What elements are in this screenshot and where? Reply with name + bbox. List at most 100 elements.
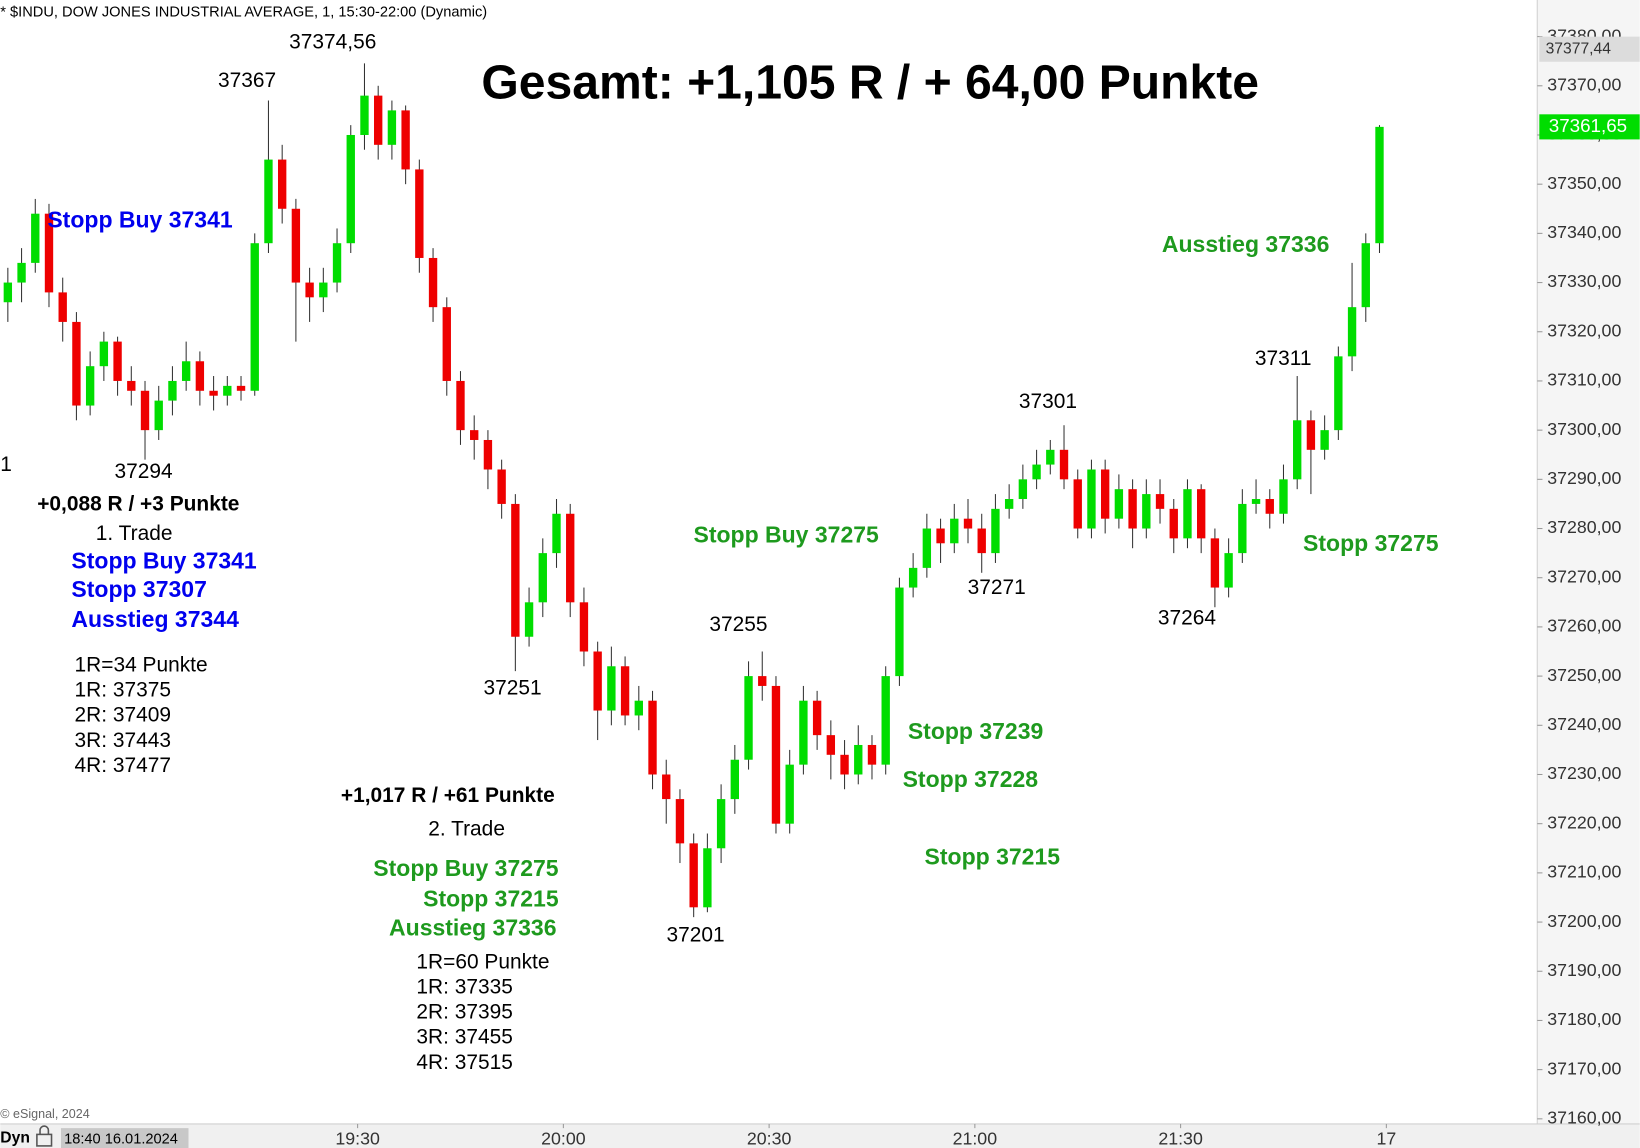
candle-body (1018, 479, 1028, 500)
candle-body (1197, 489, 1206, 539)
annotation: 37374,56 (289, 30, 376, 53)
candle-body (497, 469, 506, 504)
candle-body (415, 169, 424, 258)
lock-body (36, 1133, 53, 1147)
candle-body (223, 385, 232, 396)
candle-body (593, 651, 602, 711)
candle-body (950, 518, 959, 544)
annotation: Stopp Buy 37341 (47, 207, 233, 233)
candle-body (758, 676, 767, 686)
candle-body (908, 567, 918, 588)
annotation: 37311 (1255, 347, 1312, 370)
y-tick-label: 37160,00 (1547, 1108, 1621, 1128)
candle-body (346, 134, 355, 244)
candle-body (1293, 420, 1302, 480)
candle-body (168, 380, 177, 401)
candle-body (332, 243, 342, 283)
annotation: Stopp Buy 37275 (693, 521, 879, 547)
candle-body (154, 400, 163, 431)
candle-body (456, 380, 465, 431)
candle-body (895, 587, 904, 677)
y-tick-label: 37270,00 (1547, 566, 1621, 586)
lock-icon[interactable] (36, 1125, 53, 1147)
x-tick-label: 21:30 (1158, 1128, 1203, 1148)
candle-body (566, 513, 575, 603)
x-tick-label: 21:00 (953, 1128, 998, 1148)
y-tick-label: 37210,00 (1547, 862, 1621, 882)
annotation: 2R: 37395 (416, 1001, 512, 1024)
candle-body (401, 110, 410, 170)
annotation: +1,017 R / +61 Punkte (341, 784, 555, 807)
candle-body (17, 262, 26, 283)
annotation: 1R: 37335 (416, 976, 512, 999)
candle-body (44, 213, 54, 293)
candle-body (1100, 469, 1110, 519)
annotation: 1 (0, 453, 12, 476)
annotation: 1R=34 Punkte (75, 654, 208, 677)
price-marker-label: 37377,44 (1546, 40, 1612, 57)
candle-body (1169, 508, 1178, 539)
annotation: 2. Trade (428, 818, 505, 841)
annotation: Stopp Buy 37275 (373, 855, 559, 881)
candle-body (634, 700, 643, 716)
annotation: Stopp 37215 (423, 885, 559, 911)
candle-body (799, 700, 808, 765)
candle-body (31, 213, 40, 263)
candle-body (716, 799, 726, 849)
annotation: 37301 (1019, 390, 1077, 413)
candle-body (977, 528, 986, 554)
candle-body (1251, 499, 1261, 504)
candle-body (195, 361, 205, 391)
y-tick-label: 37320,00 (1547, 320, 1621, 340)
candle-body (72, 321, 81, 406)
candle-body (1210, 538, 1220, 588)
annotation: 2R: 37409 (75, 704, 171, 727)
candle-body (579, 602, 589, 652)
candle-body (319, 282, 328, 298)
annotation: 1R=60 Punkte (416, 950, 549, 973)
time-axis-panel (0, 1123, 1640, 1148)
candle-body (675, 799, 685, 844)
candle-body (483, 439, 493, 470)
y-tick-label: 37220,00 (1547, 812, 1621, 832)
candle-body (1114, 489, 1124, 519)
y-tick-label: 37180,00 (1547, 1009, 1621, 1029)
annotation: Stopp 37307 (71, 576, 207, 602)
candle-body (113, 341, 122, 381)
x-tick-label: 20:00 (541, 1128, 586, 1148)
candle-body (1155, 494, 1165, 509)
y-tick-label: 37330,00 (1547, 271, 1621, 291)
candle-body (1334, 356, 1343, 431)
annotation: Ausstieg 37336 (389, 915, 556, 941)
annotation: Stopp Buy 37341 (71, 548, 257, 574)
candle-body (538, 553, 547, 603)
candle-body (1347, 307, 1357, 357)
candle-body (785, 764, 794, 824)
annotation: +0,088 R / +3 Punkte (37, 493, 239, 516)
annotation: 1R: 37375 (75, 679, 171, 702)
candle-body (277, 159, 287, 209)
candle-body (1059, 449, 1069, 480)
annotation: Ausstieg 37344 (71, 606, 239, 632)
candle-body (922, 528, 932, 568)
y-tick-label: 37280,00 (1547, 517, 1621, 537)
candle-body (140, 390, 150, 431)
candle-body (305, 282, 314, 298)
chart-title: * $INDU, DOW JONES INDUSTRIAL AVERAGE, 1… (0, 4, 487, 20)
candle-body (1279, 479, 1288, 514)
x-tick-label: 20:30 (747, 1128, 792, 1148)
candle-body (881, 676, 890, 765)
annotation: 37201 (667, 923, 725, 946)
annotation: 37264 (1158, 606, 1217, 629)
candle-body (936, 528, 945, 544)
y-tick-label: 37190,00 (1547, 960, 1621, 980)
candle-body (291, 208, 301, 283)
y-tick-label: 37310,00 (1547, 370, 1621, 390)
candle-body (1306, 420, 1316, 450)
candle-body (236, 385, 246, 391)
x-tick-label: 17 (1376, 1128, 1396, 1148)
candle-body (1128, 489, 1137, 529)
annotation: Stopp 37228 (903, 766, 1039, 792)
candle-body (1087, 469, 1096, 529)
candle-body (991, 508, 1000, 554)
